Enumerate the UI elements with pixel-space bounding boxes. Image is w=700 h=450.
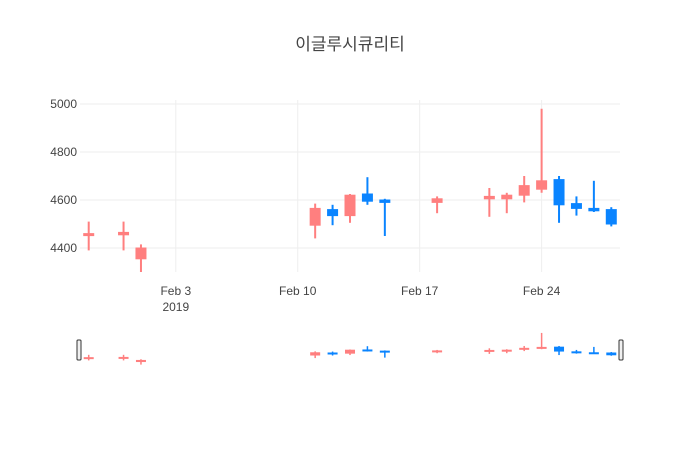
candle-body [536, 180, 548, 190]
mini-candle [519, 345, 530, 352]
mini-candle-body [310, 352, 321, 356]
candle[interactable] [570, 196, 582, 216]
y-tick-label: 4400 [50, 241, 77, 255]
candle-body [483, 195, 495, 200]
y-tick-label: 4600 [50, 193, 77, 207]
mini-candle [432, 349, 443, 354]
candle[interactable] [431, 196, 443, 214]
mini-candle [606, 352, 617, 356]
candle-body [344, 194, 356, 217]
mini-candle [501, 349, 512, 354]
mini-candle-body [83, 357, 94, 360]
candle-body [501, 194, 513, 200]
candle-body [135, 247, 147, 260]
mini-candle-body [379, 350, 390, 353]
candle-body [588, 207, 600, 212]
x-tick-sublabel: 2019 [162, 300, 189, 314]
grid-layer [80, 100, 620, 272]
candle-body [361, 193, 373, 202]
candle-body [118, 231, 130, 236]
mini-candle-body [432, 350, 443, 353]
mini-candle-body [519, 347, 530, 350]
mini-candle [571, 349, 582, 354]
mini-candle [327, 351, 338, 356]
mini-candle [310, 351, 321, 359]
mini-candle-body [606, 352, 617, 356]
mini-candle [135, 359, 146, 365]
mini-candle [379, 350, 390, 358]
range-slider-handle-left[interactable] [76, 339, 82, 361]
mini-candle [118, 354, 129, 361]
candle-series[interactable] [83, 108, 617, 272]
chart-title: 이글루시큐리티 [295, 35, 404, 55]
candle[interactable] [361, 177, 373, 205]
candle-body [327, 209, 339, 217]
mini-candle-body [118, 356, 129, 359]
mini-candle-body [327, 352, 338, 355]
mini-candle-body [588, 352, 599, 355]
mini-candle [554, 345, 565, 356]
candle-body [83, 233, 95, 237]
candle[interactable] [379, 198, 391, 236]
y-tick-label: 4800 [50, 145, 77, 159]
mini-candle-body [345, 349, 355, 354]
candle[interactable] [309, 203, 321, 239]
candle[interactable] [605, 207, 617, 227]
mini-candle [536, 332, 547, 350]
candle[interactable] [501, 192, 513, 214]
candle[interactable] [553, 176, 565, 223]
mini-candle-body [362, 349, 373, 352]
mini-candle-body [571, 351, 582, 354]
candle-body [379, 199, 391, 203]
candle[interactable] [518, 176, 530, 203]
range-slider[interactable] [76, 330, 624, 372]
candle[interactable] [344, 194, 356, 223]
candle-body [431, 198, 443, 203]
mini-candle-body [554, 346, 565, 352]
mini-candle-body [501, 349, 512, 352]
mini-candle [83, 354, 94, 361]
candle[interactable] [327, 204, 339, 226]
mini-candle-body [484, 349, 495, 352]
candle-body [309, 207, 321, 226]
candle-body [518, 185, 530, 196]
mini-candle-body [536, 346, 547, 349]
candle[interactable] [135, 244, 147, 272]
y-axis: 4400 4600 4800 5000 [50, 97, 77, 255]
mini-candle [345, 349, 355, 356]
candle[interactable] [83, 221, 95, 251]
candle-body [553, 179, 565, 206]
candle-body [570, 203, 582, 209]
candle[interactable] [588, 180, 600, 212]
mini-candle [588, 346, 599, 355]
mini-candle-body [135, 359, 146, 363]
y-tick-label: 5000 [50, 97, 77, 111]
candle[interactable] [536, 108, 548, 193]
x-tick-label: Feb 24 [523, 284, 561, 298]
range-slider-handle-right[interactable] [618, 339, 624, 361]
mini-candle [362, 346, 373, 352]
mini-candle [484, 348, 495, 354]
x-tick-label: Feb 3 [160, 284, 191, 298]
candle[interactable] [118, 221, 130, 251]
x-axis: Feb 3 2019 Feb 10 Feb 17 Feb 24 [160, 284, 560, 314]
candle-body [605, 209, 617, 225]
x-tick-label: Feb 17 [401, 284, 439, 298]
candle[interactable] [483, 188, 495, 217]
x-tick-label: Feb 10 [279, 284, 317, 298]
